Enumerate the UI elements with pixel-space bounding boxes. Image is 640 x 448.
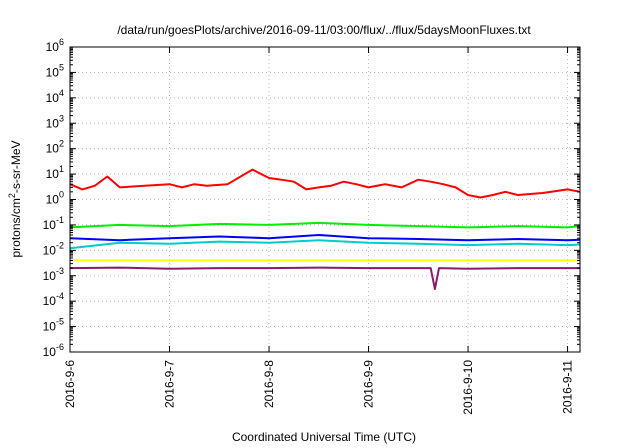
y-axis-label-base: protons/cm [9,198,23,257]
y-tick-label: 104 [46,88,64,105]
y-tick-label: 100 [46,190,64,207]
y-tick-exponent: 1 [59,164,64,174]
y-tick-label: 10-3 [43,266,64,283]
y-tick-base: 10 [46,167,60,181]
y-tick-label: 10-4 [43,291,64,308]
series-line-2 [69,221,581,229]
series-lines [69,168,581,290]
y-tick-exponent: -6 [56,342,64,352]
y-tick-label: 10-5 [43,317,64,334]
y-axis-ticks: 10-610-510-410-310-210-11001011021031041… [43,37,580,359]
y-axis-label-rest: -s-sr-MeV [9,140,23,193]
grid-lines [69,47,580,352]
y-tick-label: 102 [46,139,64,156]
x-tick-label: 2016-9-6 [63,360,77,408]
x-tick-label: 2016-9-10 [461,360,475,415]
y-tick-base: 10 [43,345,57,359]
y-tick-base: 10 [43,269,57,283]
y-tick-label: 101 [46,164,64,181]
series-line-3 [69,239,581,250]
x-tick-label: 2016-9-8 [262,360,276,408]
y-tick-exponent: 5 [59,62,64,72]
y-tick-base: 10 [43,243,57,257]
series-line-6 [69,266,580,290]
y-tick-label: 10-2 [43,240,64,257]
y-tick-exponent: 2 [59,139,64,149]
y-tick-exponent: -2 [56,240,64,250]
y-tick-label: 10-1 [43,215,64,232]
y-tick-exponent: -5 [56,317,64,327]
y-tick-label: 106 [46,37,64,54]
series-line-1 [69,168,581,199]
x-tick-label: 2016-9-9 [362,360,376,408]
y-tick-base: 10 [46,116,60,130]
chart-title: /data/run/goesPlots/archive/2016-09-11/0… [117,23,531,37]
y-tick-base: 10 [43,320,57,334]
y-tick-base: 10 [46,91,60,105]
y-tick-exponent: 3 [59,113,64,123]
series-line-4 [69,234,581,242]
x-axis-label: Coordinated Universal Time (UTC) [232,430,416,444]
x-tick-label: 2016-9-11 [561,360,575,414]
y-tick-exponent: -3 [56,266,64,276]
x-axis-ticks: 2016-9-6 2016-9-7 2016-9-8 2016-9-9 2016-9-1… [63,47,575,415]
y-tick-exponent: -4 [56,291,64,301]
y-tick-label: 103 [46,113,64,130]
y-tick-exponent: 0 [59,190,64,200]
y-tick-label: 10-6 [43,342,64,359]
y-tick-base: 10 [46,142,60,156]
y-tick-exponent: 4 [59,88,64,98]
y-tick-base: 10 [43,294,57,308]
y-tick-exponent: -1 [56,215,64,225]
y-axis-label: protons/cm2-s-sr-MeV [7,140,23,257]
y-tick-base: 10 [46,65,60,79]
y-tick-base: 10 [46,193,60,207]
x-tick-label: 2016-9-7 [163,360,177,408]
y-tick-base: 10 [46,40,60,54]
y-tick-exponent: 6 [59,37,64,47]
y-axis-label-sup: 2 [7,193,17,198]
y-tick-base: 10 [43,218,57,232]
y-tick-label: 105 [46,62,64,79]
